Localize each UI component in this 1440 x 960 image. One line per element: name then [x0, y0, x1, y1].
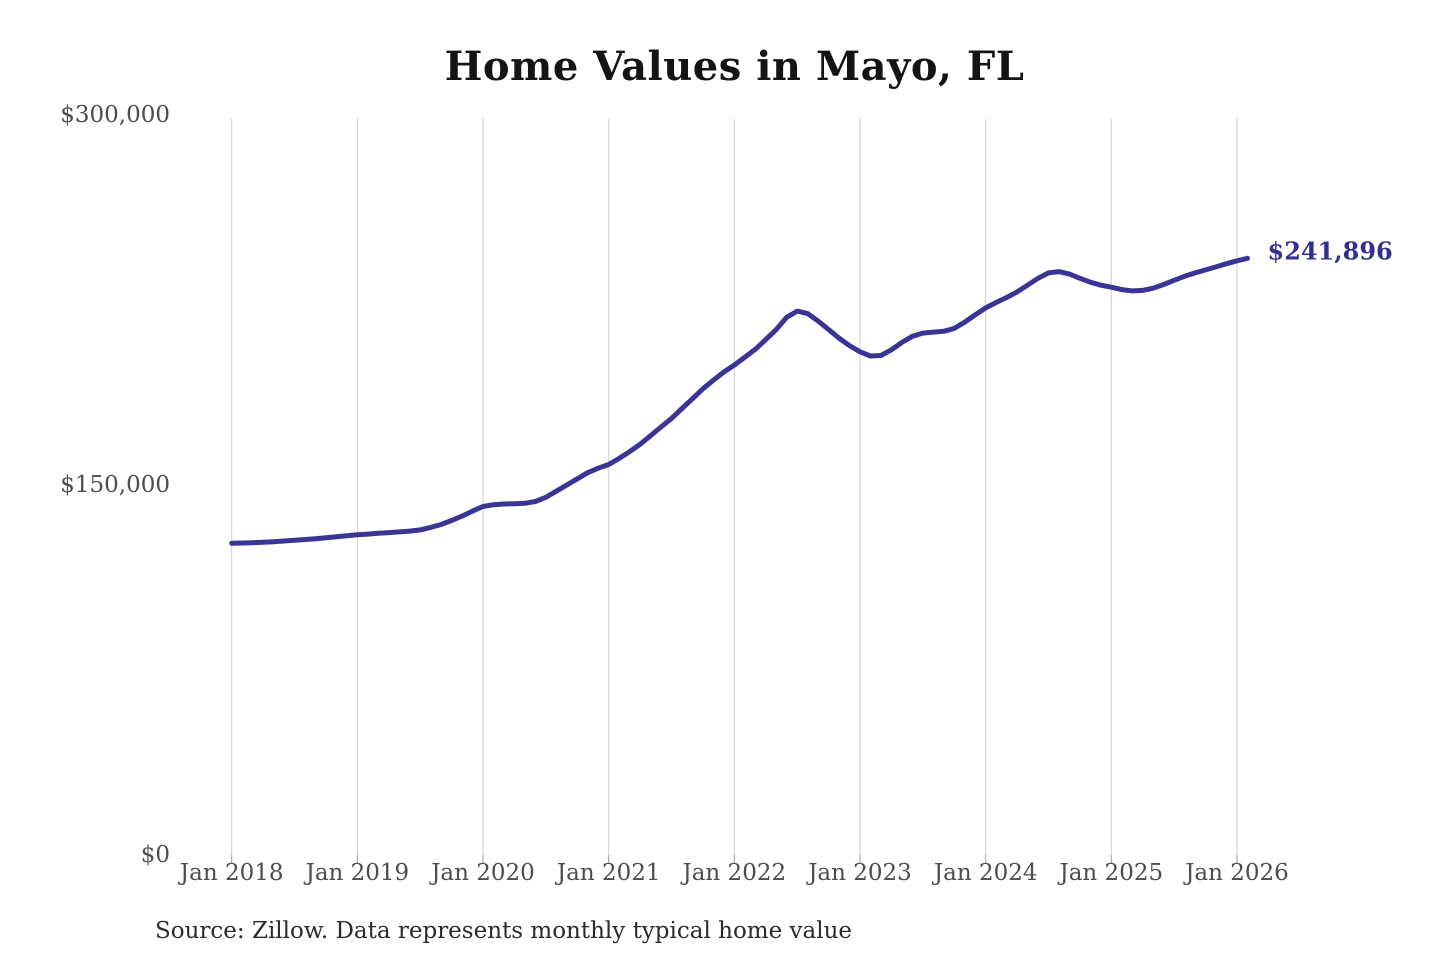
x-tick-label: Jan 2025: [1058, 860, 1164, 886]
y-tick-label: $300,000: [60, 102, 170, 128]
x-tick-label: Jan 2026: [1183, 860, 1289, 886]
current-value-label: $241,896: [1268, 236, 1393, 265]
y-tick-label: $0: [141, 842, 170, 868]
source-note: Source: Zillow. Data represents monthly …: [155, 918, 853, 944]
x-axis-labels: Jan 2018 Jan 2019 Jan 2020 Jan 2021 Jan …: [178, 860, 1289, 886]
tick-marks-group: [231, 855, 1238, 863]
x-tick-label: Jan 2020: [429, 860, 535, 886]
home-value-line: [229, 255, 1250, 546]
chart-title: Home Values in Mayo, FL: [444, 43, 1025, 90]
y-tick-label: $150,000: [60, 472, 170, 498]
x-tick-label: Jan 2024: [932, 860, 1038, 886]
gridlines-group: [231, 118, 1238, 855]
x-tick-label: Jan 2021: [555, 860, 661, 886]
x-tick-label: Jan 2022: [681, 860, 787, 886]
y-axis-labels: $0 $150,000 $300,000: [60, 102, 170, 868]
x-tick-label: Jan 2023: [806, 860, 912, 886]
x-tick-label: Jan 2018: [178, 860, 284, 886]
x-tick-label: Jan 2019: [304, 860, 410, 886]
